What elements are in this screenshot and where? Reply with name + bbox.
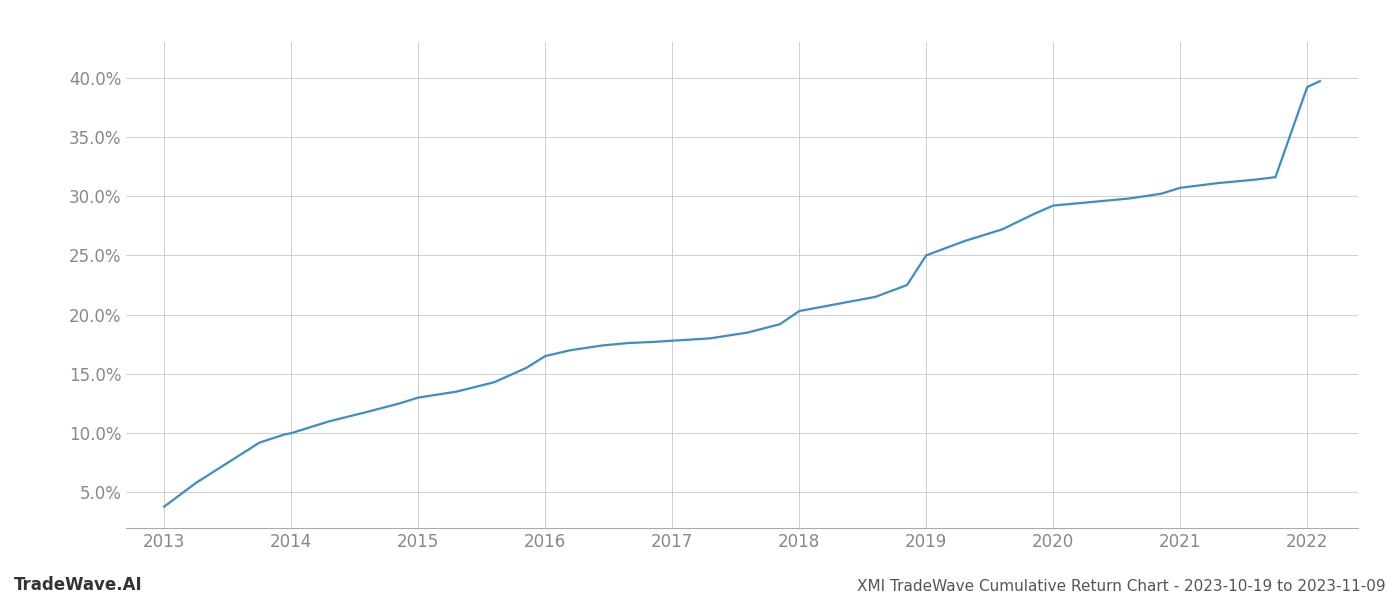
Text: XMI TradeWave Cumulative Return Chart - 2023-10-19 to 2023-11-09: XMI TradeWave Cumulative Return Chart - …	[857, 579, 1386, 594]
Text: TradeWave.AI: TradeWave.AI	[14, 576, 143, 594]
